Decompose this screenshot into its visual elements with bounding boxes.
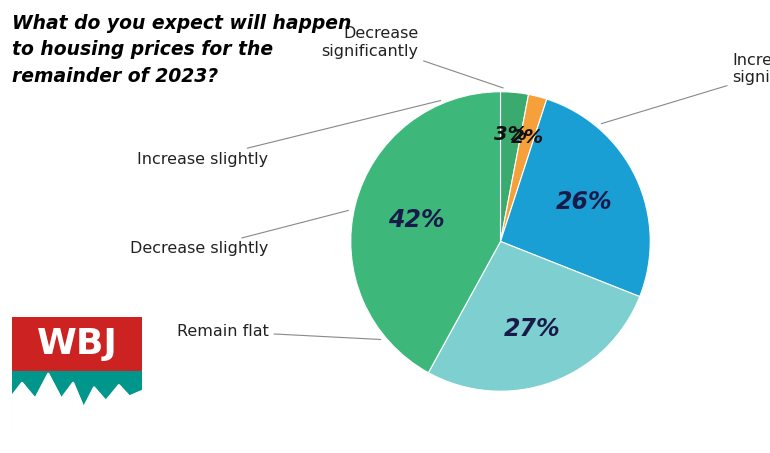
Wedge shape <box>428 241 640 391</box>
Wedge shape <box>500 92 528 241</box>
Text: 2%: 2% <box>511 128 544 147</box>
Wedge shape <box>351 92 500 373</box>
Text: What do you expect will happen
to housing prices for the
remainder of 2023?: What do you expect will happen to housin… <box>12 14 351 86</box>
Bar <box>12 371 142 430</box>
Bar <box>12 317 142 371</box>
Wedge shape <box>500 99 650 297</box>
Text: Decrease
significantly: Decrease significantly <box>321 26 504 88</box>
Text: Decrease slightly: Decrease slightly <box>130 210 349 256</box>
Text: Increase
significantly: Increase significantly <box>601 53 770 124</box>
Text: 27%: 27% <box>504 317 561 341</box>
Wedge shape <box>500 94 547 241</box>
Text: Increase slightly: Increase slightly <box>137 101 440 167</box>
Text: 42%: 42% <box>388 208 445 232</box>
Text: WBJ: WBJ <box>36 327 118 361</box>
Text: Remain flat: Remain flat <box>176 324 380 339</box>
Text: 3%: 3% <box>494 125 527 144</box>
Text: 26%: 26% <box>556 190 613 214</box>
